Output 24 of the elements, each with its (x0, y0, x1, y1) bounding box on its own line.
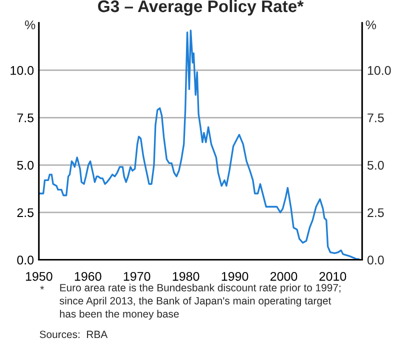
chart-title: G3 – Average Policy Rate* (98, 0, 304, 16)
y-axis-title: % (24, 20, 36, 30)
y2-tick-label: 7.5 (368, 114, 384, 122)
y2-tick-label: 0.0 (367, 256, 384, 264)
x-tick-label: 1960 (74, 272, 102, 281)
y-tick-label: 7.5 (17, 114, 34, 122)
y2-tick-label: 5.0 (367, 160, 384, 170)
line-series (39, 30, 360, 260)
y-tick-label: 2.5 (17, 208, 34, 218)
source-note: Sources: RBA (40, 330, 108, 338)
y2-axis-title: % (366, 20, 376, 30)
x-tick-label: 1950 (26, 272, 52, 281)
x-tick-label: 2010 (319, 272, 346, 281)
y-tick-label: 5.0 (17, 160, 34, 170)
text: * (40, 286, 44, 290)
y2-tick-label: 2.5 (368, 208, 384, 218)
x-tick-label: 1990 (222, 272, 248, 281)
y-tick-label: 0.0 (17, 256, 34, 264)
y-tick-label: 10.0 (10, 66, 34, 75)
x-tick-label: 2000 (270, 272, 298, 281)
x-tick-label: 1970 (124, 272, 150, 281)
y2-tick-label: 10.0 (368, 66, 391, 75)
text: Euro area rate is the Bundesbank discount rate prior to 1997; since April 2013, the Bank of Japan's main operating target has been the money base (60, 284, 340, 320)
x-tick-label: 1980 (172, 272, 200, 281)
